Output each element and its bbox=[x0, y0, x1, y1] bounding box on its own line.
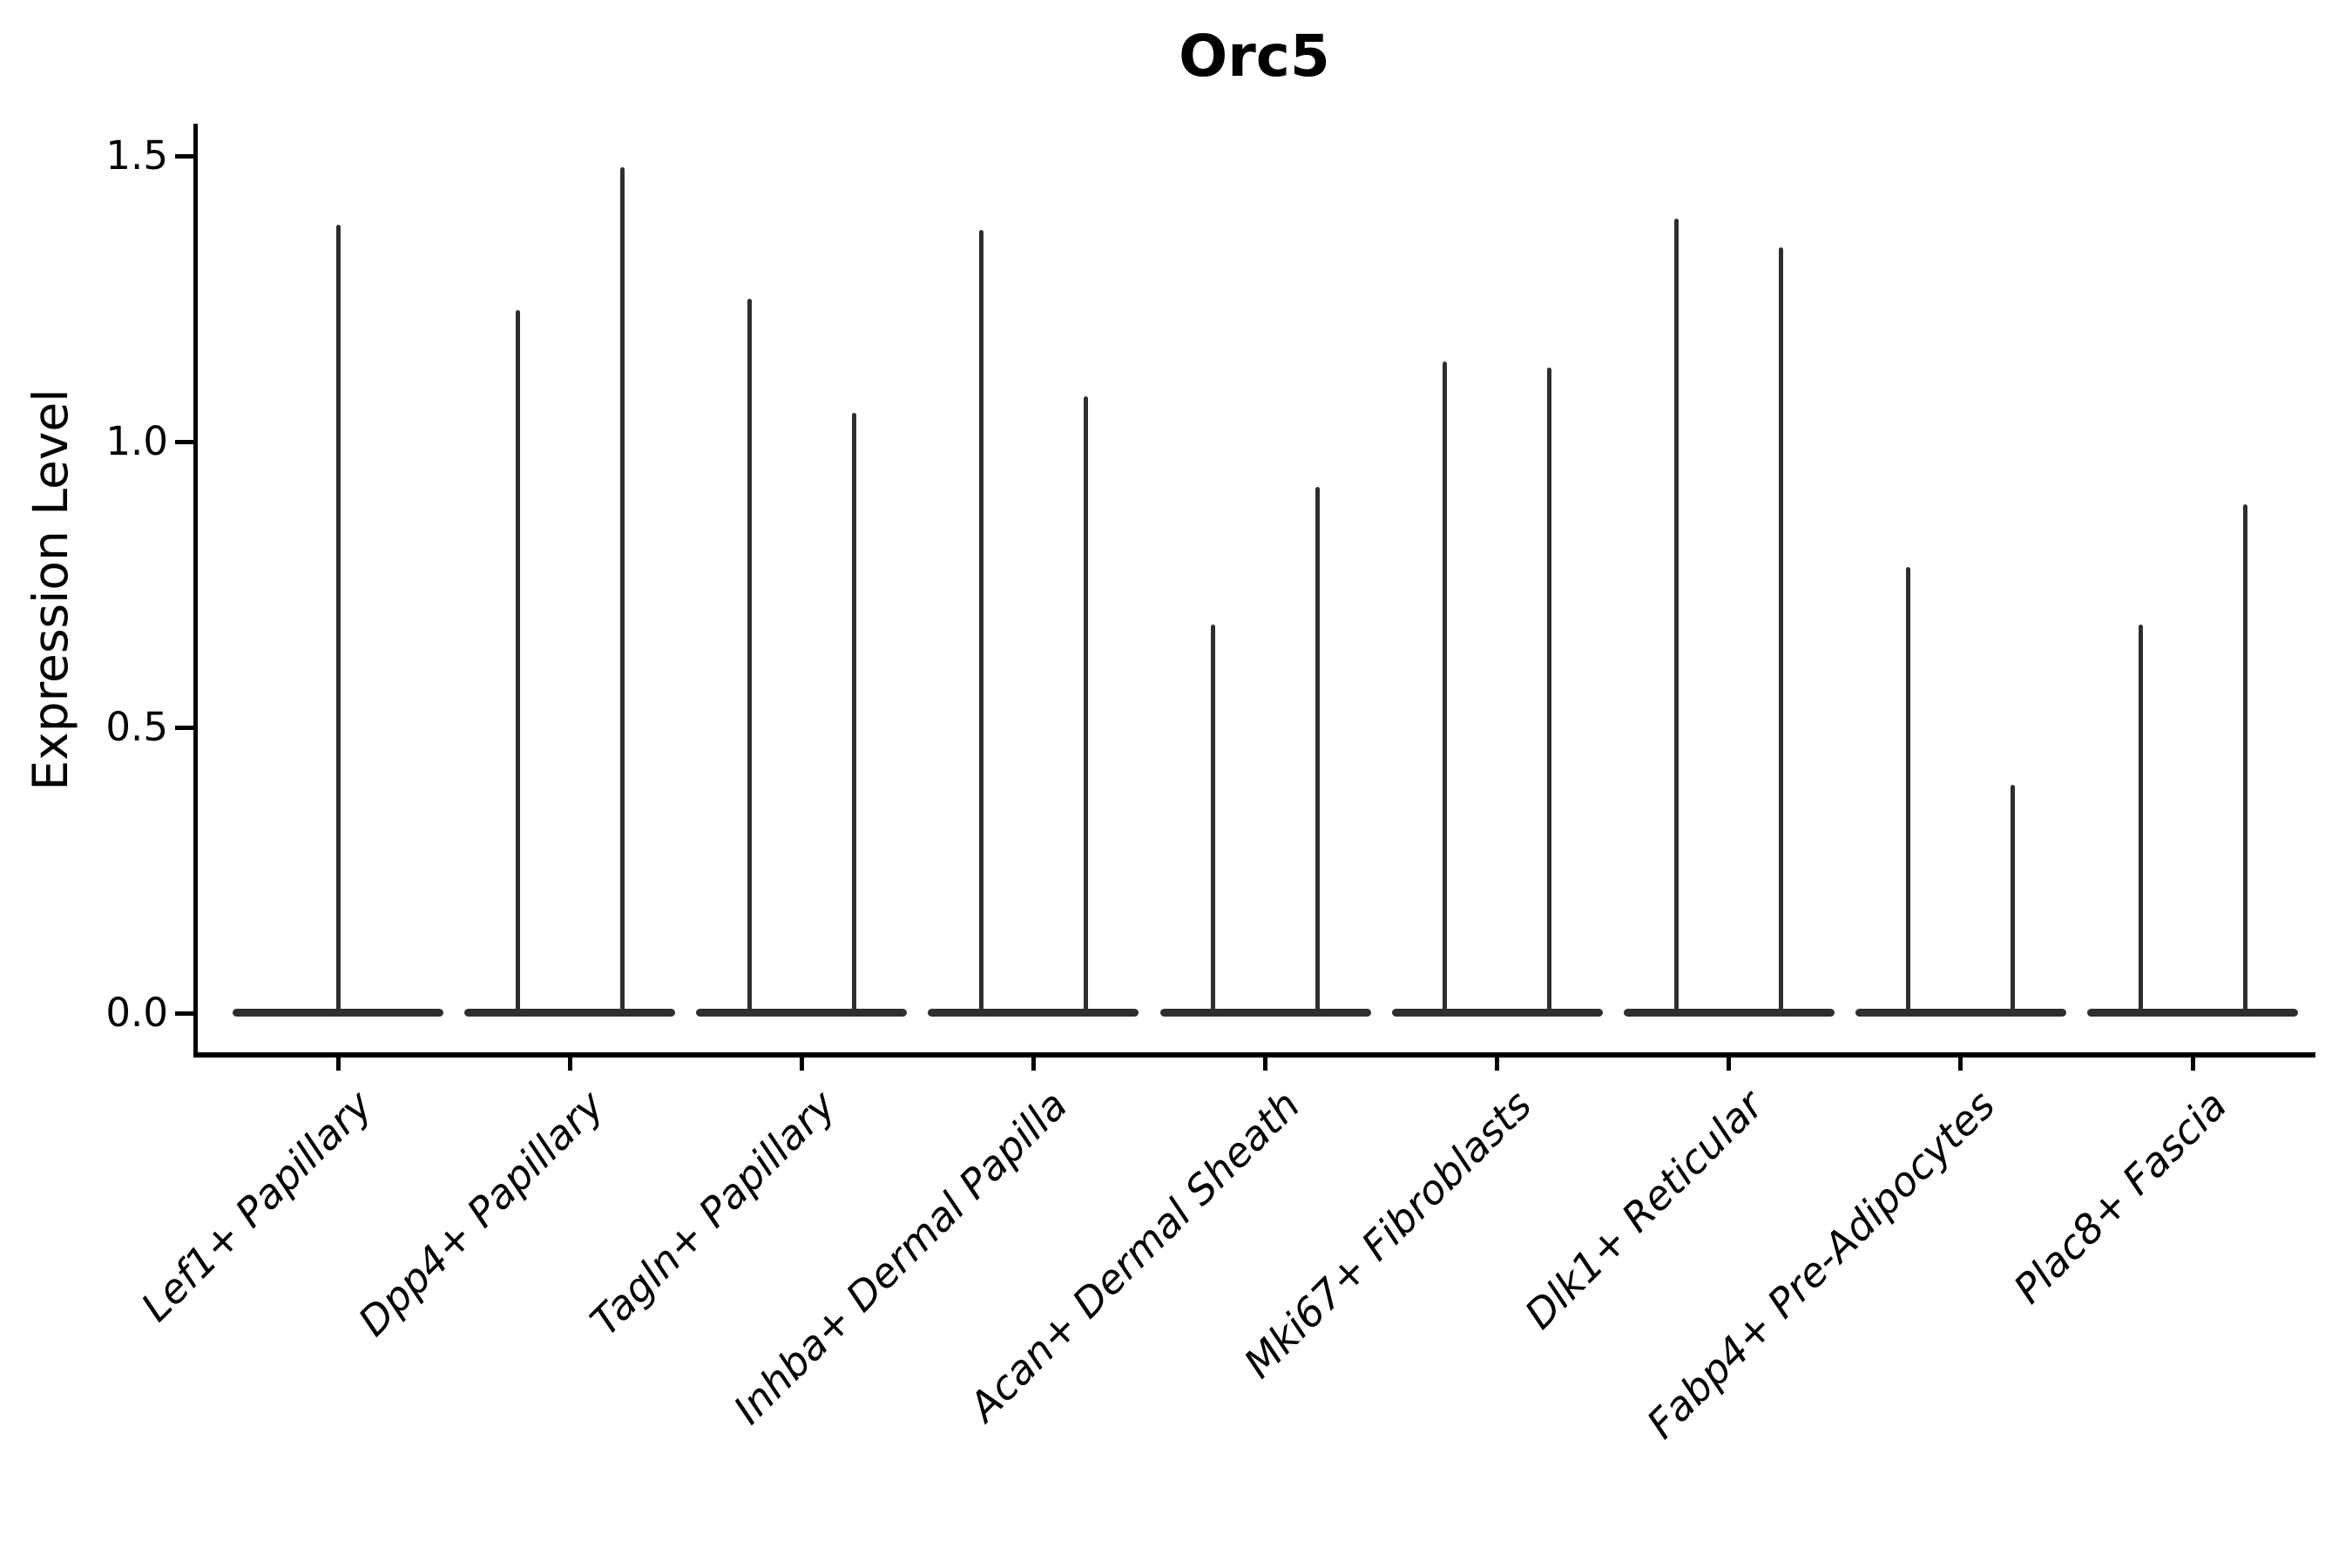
x-tick bbox=[335, 1055, 341, 1071]
violin-spike bbox=[1906, 567, 1911, 1014]
violin-spike bbox=[515, 310, 520, 1014]
violin-spike bbox=[335, 224, 341, 1014]
violin-spike bbox=[1674, 219, 1680, 1014]
x-tick bbox=[1727, 1055, 1732, 1071]
violin-base bbox=[1391, 1008, 1603, 1017]
violin-base bbox=[1855, 1008, 2066, 1017]
violin-spike bbox=[2138, 624, 2143, 1014]
y-tick-label: 0.0 bbox=[105, 990, 168, 1036]
y-tick-label: 0.5 bbox=[105, 704, 168, 750]
x-tick-label: Plac8+ Fascia bbox=[2004, 1081, 2236, 1313]
x-tick bbox=[1263, 1055, 1267, 1071]
x-tick bbox=[2190, 1055, 2195, 1071]
x-tick-label: Dlk1+ Reticular bbox=[1515, 1081, 1773, 1338]
violin-base bbox=[696, 1008, 908, 1017]
x-tick bbox=[1031, 1055, 1036, 1071]
violin-spike bbox=[978, 230, 983, 1014]
x-tick bbox=[1495, 1055, 1500, 1071]
violin-spike bbox=[1315, 487, 1320, 1014]
violin-spike bbox=[747, 299, 752, 1014]
y-tick-label: 1.5 bbox=[105, 132, 168, 179]
x-tick-label: Tagln+ Papillary bbox=[581, 1081, 845, 1345]
x-tick bbox=[799, 1055, 804, 1071]
x-tick-label: Fabp4+ Pre-Adipocytes bbox=[1637, 1081, 2004, 1448]
chart-title: Orc5 bbox=[1179, 23, 1330, 90]
violin-base bbox=[2087, 1008, 2298, 1017]
violin-spike bbox=[1083, 395, 1088, 1014]
y-tick-label: 1.0 bbox=[105, 418, 168, 464]
violin-spike bbox=[1211, 624, 1215, 1014]
y-tick bbox=[175, 439, 195, 444]
x-tick bbox=[567, 1055, 572, 1071]
x-tick-label: Dpp4+ Papillary bbox=[348, 1081, 613, 1345]
violin-spike bbox=[1547, 367, 1552, 1014]
x-tick bbox=[1958, 1055, 1963, 1071]
violin-spike bbox=[1443, 362, 1448, 1014]
violin-spike bbox=[1779, 247, 1784, 1014]
x-axis-spine bbox=[193, 1052, 2315, 1058]
y-axis-label: Expression Level bbox=[23, 389, 78, 791]
x-tick-label: Inhba+ Dermal Papilla bbox=[725, 1081, 1077, 1434]
violin-spike bbox=[619, 167, 625, 1014]
y-tick bbox=[175, 1010, 195, 1016]
violin-base bbox=[928, 1008, 1139, 1017]
violin-base bbox=[1623, 1008, 1835, 1017]
violin-spike bbox=[2011, 784, 2016, 1014]
violin-base bbox=[464, 1008, 676, 1017]
y-axis-spine bbox=[193, 124, 198, 1058]
y-tick bbox=[175, 725, 195, 730]
x-tick-label: Acan+ Dermal Sheath bbox=[959, 1081, 1308, 1430]
violin-spike bbox=[2242, 504, 2247, 1014]
violin-base bbox=[1159, 1008, 1371, 1017]
violin-spike bbox=[851, 413, 856, 1014]
x-tick-label: Mki67+ Fibroblasts bbox=[1234, 1081, 1541, 1388]
y-tick bbox=[175, 153, 195, 159]
